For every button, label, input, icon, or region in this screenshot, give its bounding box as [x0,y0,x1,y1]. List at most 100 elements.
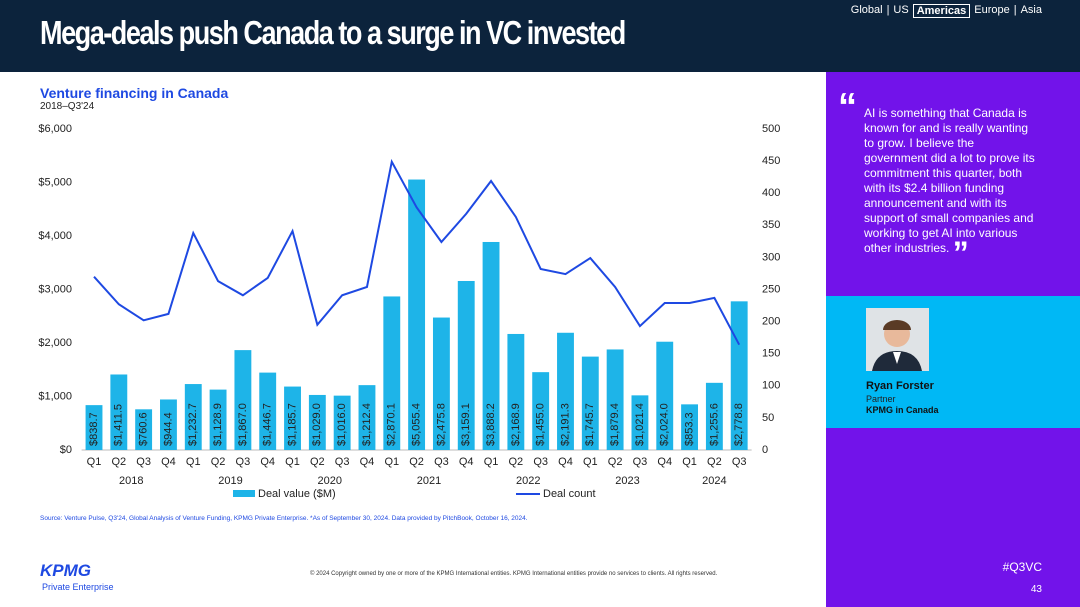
bar [408,179,426,450]
y2-tick-label: 50 [762,412,774,424]
x-tick-label: Q2 [608,456,623,468]
bar [234,350,252,450]
y-tick-label: $6,000 [38,123,72,135]
bar-value-label: $3,888.2 [485,403,497,446]
region-nav: Global | US Americas Europe | Asia [851,4,1042,18]
x-tick-label: Q3 [633,456,648,468]
quote-text: AI is something that Canada is known for… [864,106,1036,269]
x-tick-label: Q1 [484,456,499,468]
y-tick-label: $0 [60,444,72,456]
x-tick-label: Q3 [136,456,151,468]
bar-value-label: $1,411.5 [113,404,125,446]
bar-value-label: $1,029.0 [311,403,323,446]
y2-tick-label: 450 [762,155,780,167]
copyright: © 2024 Copyright owned by one or more of… [310,571,718,577]
y2-tick-label: 350 [762,219,780,231]
x-tick-label: Q4 [161,456,176,468]
bar [631,395,649,450]
y-tick-label: $3,000 [38,283,72,295]
x-tick-label: Q1 [186,456,201,468]
bar [557,332,574,450]
person-panel [826,296,1080,428]
bar-value-label: $1,212.4 [361,403,373,446]
nav-item[interactable]: | [886,4,890,16]
x-tick-label: Q3 [732,456,747,468]
x-tick-label: Q2 [211,456,226,468]
bar-value-label: $2,475.8 [435,403,447,446]
bar [532,372,550,450]
deal-count-line [93,158,741,346]
bar-value-label: $1,879.4 [609,403,621,446]
person-role: Partner [866,394,896,404]
x-tick-label: Q1 [682,456,697,468]
bar-value-label: $1,185.7 [286,403,298,446]
bar-value-label: $2,024.0 [659,403,671,446]
bar [209,389,227,450]
person-name: Ryan Forster [866,380,934,392]
quote-open: “ [838,86,857,128]
year-label: 2021 [417,475,441,487]
person-photo [866,308,929,371]
bar [432,317,450,450]
bar-value-label: $5,055.4 [411,403,423,446]
year-label: 2018 [119,475,143,487]
bar [358,385,376,450]
bar [457,280,475,450]
year-label: 2024 [702,475,726,487]
bar-value-label: $2,870.1 [386,403,398,446]
x-tick-label: Q1 [87,456,102,468]
bar-value-label: $1,016.0 [336,403,348,446]
bar-value-label: $1,128.9 [212,403,224,446]
x-tick-label: Q4 [558,456,573,468]
bar [482,241,500,450]
y2-tick-label: 250 [762,283,780,295]
nav-item[interactable]: Global [850,4,883,16]
bar [259,372,277,450]
chart: $0 $1,000 $2,000 $3,000 $4,000 $5,000 $6,000 0 5… [38,123,780,500]
y-tick-label: $4,000 [38,230,72,242]
x-tick-label: Q2 [509,456,524,468]
y2-tick-label: 500 [762,123,780,135]
bar [160,399,177,450]
bar-value-label: $2,168.9 [510,403,522,446]
nav-item[interactable]: | [1013,4,1017,16]
y-tick-label: $2,000 [38,337,72,349]
nav-item[interactable]: Asia [1020,4,1042,16]
bar-value-label: $1,745.7 [584,403,596,446]
y2-tick-label: 0 [762,444,768,456]
bar [135,409,153,450]
year-label: 2023 [615,475,639,487]
nav-item[interactable]: US [893,4,909,16]
logo-sub: Private Enterprise [42,582,114,592]
x-tick-label: Q3 [434,456,449,468]
chart-title: Venture financing in Canada [40,85,229,101]
bar [85,405,103,450]
bar-value-label: $2,778.8 [733,403,745,446]
person-company: KPMG in Canada [866,405,939,415]
x-tick-label: Q2 [310,456,325,468]
chart-subtitle: 2018–Q3'24 [40,101,95,112]
x-tick-label: Q2 [409,456,424,468]
bar-value-label: $1,021.4 [634,403,646,446]
bar-value-label: $1,867.0 [237,403,249,446]
hashtag: #Q3VC [1002,560,1042,574]
y2-tick-label: 150 [762,348,780,360]
bar [308,394,326,450]
bar-value-label: $760.6 [138,412,150,446]
y-tick-label: $5,000 [38,176,72,188]
nav-item[interactable]: Americas [912,4,971,18]
header-bar [0,0,1080,72]
year-label: 2019 [218,475,242,487]
bar [681,404,698,450]
bar-value-label: $838.7 [88,412,100,446]
source-note: Source: Venture Pulse, Q3'24, Global Ana… [40,515,528,522]
y-tick-label: $1,000 [38,390,72,402]
bar-value-label: $1,255.6 [708,403,720,446]
x-tick-label: Q4 [260,456,275,468]
bar [606,349,624,450]
x-tick-label: Q2 [707,456,722,468]
x-tick-label: Q3 [335,456,350,468]
nav-item[interactable]: Europe [974,4,1010,16]
x-tick-label: Q1 [583,456,598,468]
